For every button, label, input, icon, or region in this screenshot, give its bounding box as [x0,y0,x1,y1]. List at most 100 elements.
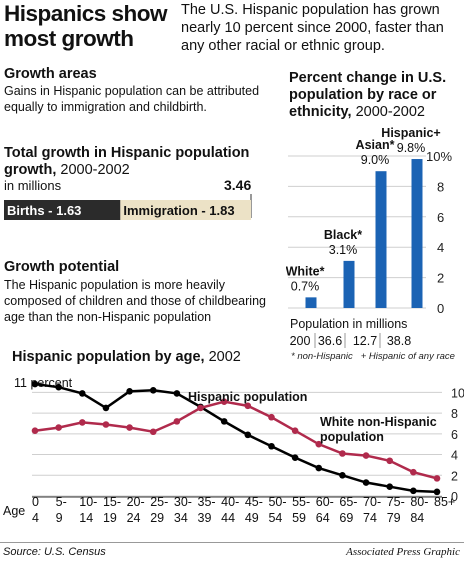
age-series-label-white: White non-Hispanic population [320,415,437,444]
age-point-white-non-hispanic [268,413,275,421]
headline-line-2: most growth [4,26,134,51]
age-point-white-non-hispanic [315,440,323,448]
age-point-white-non-hispanic [362,452,370,459]
age-point-hispanic [268,442,275,450]
age-xtick-label: 59 [292,511,306,525]
age-xtick-label: 4 [32,511,39,525]
age-xtick-label: 19 [103,511,117,525]
age-xtick-label: 50- [268,495,286,509]
age-point-hispanic [339,471,346,479]
age-xtick-label: 49 [245,511,259,525]
age-xtick-label: 14 [79,511,93,525]
percent-change-chart: 0 2 4 6 8 10% White*0.7% Black*3.1% Asian*9.0% Hi… [286,126,452,316]
population-value: 38.8 [387,334,411,348]
age-point-hispanic [78,390,86,397]
age-xtick-label: 34 [174,511,188,525]
age-point-hispanic [410,487,417,495]
age-series-label-white-line1: White non-Hispanic [320,415,437,429]
age-xtick-label: 54 [268,511,282,525]
deck-text: The U.S. Hispanic population has grown n… [181,2,444,54]
age-xtick-label: 39 [198,511,212,525]
age-xtick-label: 60- [316,495,334,509]
percent-change-title: Percent change in U.S. population by rac… [289,70,461,121]
population-value: 12.7 [353,334,377,348]
headline: Hispanics show most growth [4,1,174,51]
age-xtick-label: 9 [56,511,63,525]
headline-line-1: Hispanics show [4,1,168,26]
total-growth-title: Total growth in Hispanic population grow… [4,145,274,179]
total-growth-title-years: 2000-2002 [60,162,130,178]
age-point-hispanic [433,488,441,496]
age-xtick-label: 10- [79,495,97,509]
age-line-white-non-hispanic [34,400,438,480]
age-xtick-label: 85+ [434,495,455,509]
bar-category-label: White* [286,264,325,278]
bar-asian [375,171,387,308]
growth-areas-title: Growth areas [4,66,97,82]
age-series-label-hispanic: Hispanic population [188,390,307,404]
bar-ytick-label: 0 [437,301,444,316]
age-point-white-non-hispanic [173,418,181,425]
age-xtick-label: 30- [174,495,192,509]
age-point-hispanic [362,479,370,486]
bar-black [343,260,355,308]
population-label: Population in millions [290,317,408,331]
age-chart-title-year: 2002 [208,349,241,365]
age-xtick-label: 64 [316,511,330,525]
age-point-white-non-hispanic [31,427,39,435]
growth-potential-title: Growth potential [4,259,120,275]
bar-ytick-label: 8 [437,179,444,194]
age-xtick-label: 65- [339,495,357,509]
growth-areas-text: Gains in Hispanic population can be attr… [4,84,260,114]
age-xtick-label: 75- [387,495,405,509]
age-point-white-non-hispanic [386,457,394,465]
age-point-white-non-hispanic [126,424,133,431]
age-xlabel: Age [3,504,25,518]
age-xtick-label: 84 [410,511,424,525]
percent-change-title-years: 2000-2002 [355,104,425,120]
age-xtick-label: 45- [245,495,263,509]
age-point-hispanic [173,390,181,397]
age-xtick-label: 40- [221,495,239,509]
age-series-label-white-line2: population [320,430,384,444]
age-point-white-non-hispanic [291,427,299,435]
bar-value-label: 3.1% [329,243,358,257]
age-ytick-label: 0 [451,490,458,504]
age-point-hispanic [291,454,299,461]
age-xtick-label: 24 [127,511,141,525]
bar-hispanic [411,159,423,308]
age-xtick-label: 0 [32,495,39,509]
percent-change-footnote: * non-Hispanic + Hispanic of any race [291,351,455,362]
age-xtick-label: 44 [221,511,235,525]
age-point-white-non-hispanic [149,428,157,436]
age-point-hispanic [55,383,62,391]
growth-potential-text: The Hispanic population is more heavily … [4,278,266,324]
total-growth-units: in millions [4,178,62,193]
age-xtick-label: 79 [387,511,401,525]
age-xtick-label: 55- [292,495,310,509]
age-point-hispanic [220,418,228,425]
age-point-white-non-hispanic [410,468,417,476]
total-growth-stacked-bar: Births - 1.63 Immigration - 1.83 [4,194,252,220]
bar-white [305,297,317,308]
age-point-hispanic [126,388,133,395]
age-ytick-label: 8 [451,407,458,421]
stack-bar-immigration [120,200,252,220]
age-xtick-label: 74 [363,511,377,525]
age-point-white-non-hispanic [102,421,110,428]
age-point-hispanic [386,483,394,490]
age-ytick-label: 4 [451,449,458,463]
age-point-hispanic [315,464,323,472]
age-point-white-non-hispanic [55,424,62,431]
age-point-white-non-hispanic [220,398,228,405]
bar-ytick-label: 4 [437,240,444,255]
age-point-white-non-hispanic [433,475,441,482]
age-ytick-label: 6 [451,428,458,442]
age-line-hispanic [34,382,438,494]
age-point-white-non-hispanic [339,450,346,457]
age-xtick-label: 15- [103,495,121,509]
age-point-hispanic [244,431,252,439]
age-xtick-label: 29 [150,511,164,525]
age-point-hispanic [149,386,157,394]
